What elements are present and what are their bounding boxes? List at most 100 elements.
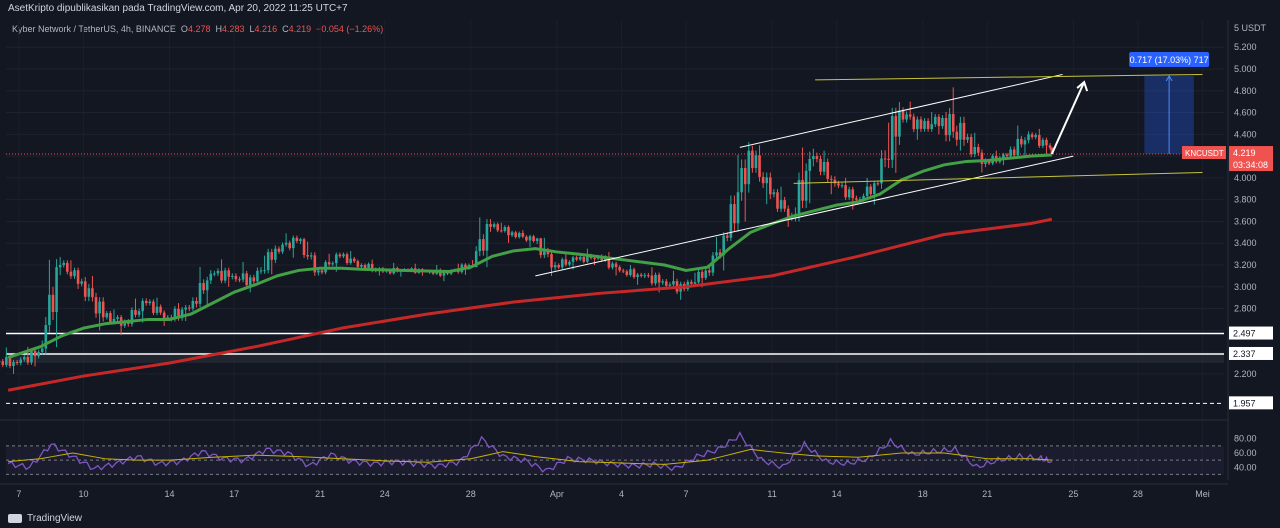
candle-body [482, 239, 485, 251]
candle-body [643, 275, 647, 277]
candle-body [220, 270, 223, 281]
candle-body [729, 204, 733, 238]
candle-body [708, 270, 711, 273]
candle-body [231, 275, 234, 277]
last-price-badge-bg [1229, 146, 1273, 160]
candle-body [880, 158, 883, 184]
candle-body [704, 270, 708, 278]
candle-body [123, 321, 127, 326]
candle-body [352, 258, 356, 262]
candle-body [629, 269, 632, 275]
candle-body [955, 131, 959, 140]
symbol-title: Kyber Network / TetherUS, 4h, BINANCE [12, 24, 176, 34]
candle-body [119, 317, 123, 326]
candle-body [152, 301, 155, 313]
candle-body [19, 359, 23, 363]
candle-body [582, 256, 586, 262]
time-tick-label: 7 [684, 489, 689, 499]
price-tick-label: 4.400 [1234, 129, 1257, 139]
last-price-badge: 4.219 [1233, 148, 1256, 158]
candle-body [693, 282, 697, 284]
candle-body [973, 146, 977, 155]
low-label: L [249, 24, 255, 34]
candle-body [116, 317, 119, 319]
candle-body [342, 254, 345, 257]
candles [0, 87, 1054, 374]
candle-body [525, 236, 528, 241]
candle-body [776, 192, 779, 209]
candle-body [733, 204, 736, 224]
candle-body [994, 155, 998, 162]
candle-body [991, 155, 994, 164]
candle-body [345, 254, 349, 263]
candle-body [180, 309, 184, 319]
candle-body [722, 235, 725, 256]
candle-body [901, 110, 905, 120]
candle-body [819, 158, 822, 172]
candle-body [923, 120, 926, 129]
candle-body [439, 269, 442, 276]
candle-body [87, 288, 91, 297]
candle-body [510, 232, 514, 236]
candle-body [162, 312, 166, 319]
candle-body [743, 167, 747, 185]
change-value: −0.054 (−1.26%) [316, 24, 384, 34]
candle-body [492, 224, 496, 227]
support-1-badge-bg [1229, 326, 1273, 340]
candle-body [801, 179, 804, 201]
candle-body [456, 270, 460, 273]
price-tick-label: 2.400 [1234, 347, 1257, 357]
drawings-back [6, 153, 1224, 404]
ma-slow-line [7, 217, 1053, 392]
measure-label-bg [1129, 51, 1210, 67]
low-value: 4.216 [254, 24, 278, 34]
price-tick-label: 4.600 [1234, 108, 1257, 118]
candle-body [718, 252, 722, 256]
candle-body [202, 283, 205, 291]
candle-body [980, 152, 984, 164]
candle-body [51, 294, 55, 313]
candle-body [930, 124, 933, 130]
candle-body [184, 307, 187, 310]
candle-body [417, 269, 421, 273]
candle-body [514, 232, 517, 238]
candle-body [657, 274, 661, 283]
candle-body [951, 113, 955, 132]
candle-body [500, 230, 503, 232]
candle-body [338, 254, 342, 257]
candle-body [281, 244, 284, 252]
candle-body [291, 237, 295, 249]
resistance-line [815, 73, 1203, 81]
price-tick-label: 3.600 [1234, 216, 1257, 226]
candle-body [134, 309, 137, 315]
candle-body [259, 270, 263, 272]
candle-body [1045, 139, 1048, 146]
close-value: 4.219 [288, 24, 312, 34]
measure-box [1144, 75, 1194, 155]
time-tick-label: 21 [315, 489, 325, 499]
candle-body [1020, 138, 1023, 145]
candle-body [894, 116, 898, 137]
candle-body [941, 118, 944, 127]
candle-body [320, 270, 324, 273]
moving-averages [7, 153, 1053, 392]
candle-body [155, 306, 159, 313]
candle-body [812, 156, 815, 159]
candle-body [661, 281, 665, 283]
candle-body [44, 325, 48, 349]
candle-body [248, 277, 252, 286]
candle-body [747, 150, 751, 185]
support-2-badge-bg [1229, 346, 1273, 360]
candle-body [589, 255, 593, 259]
candle-body [399, 270, 403, 272]
candle-body [855, 198, 858, 200]
candle-body [40, 348, 44, 353]
candle-body [127, 321, 130, 325]
arrow-head-icon [1076, 80, 1089, 92]
candle-body [209, 273, 213, 281]
candle-body [177, 308, 180, 319]
time-tick-label: 28 [466, 489, 476, 499]
candle-body [1041, 139, 1045, 146]
candle-body [1023, 140, 1027, 145]
